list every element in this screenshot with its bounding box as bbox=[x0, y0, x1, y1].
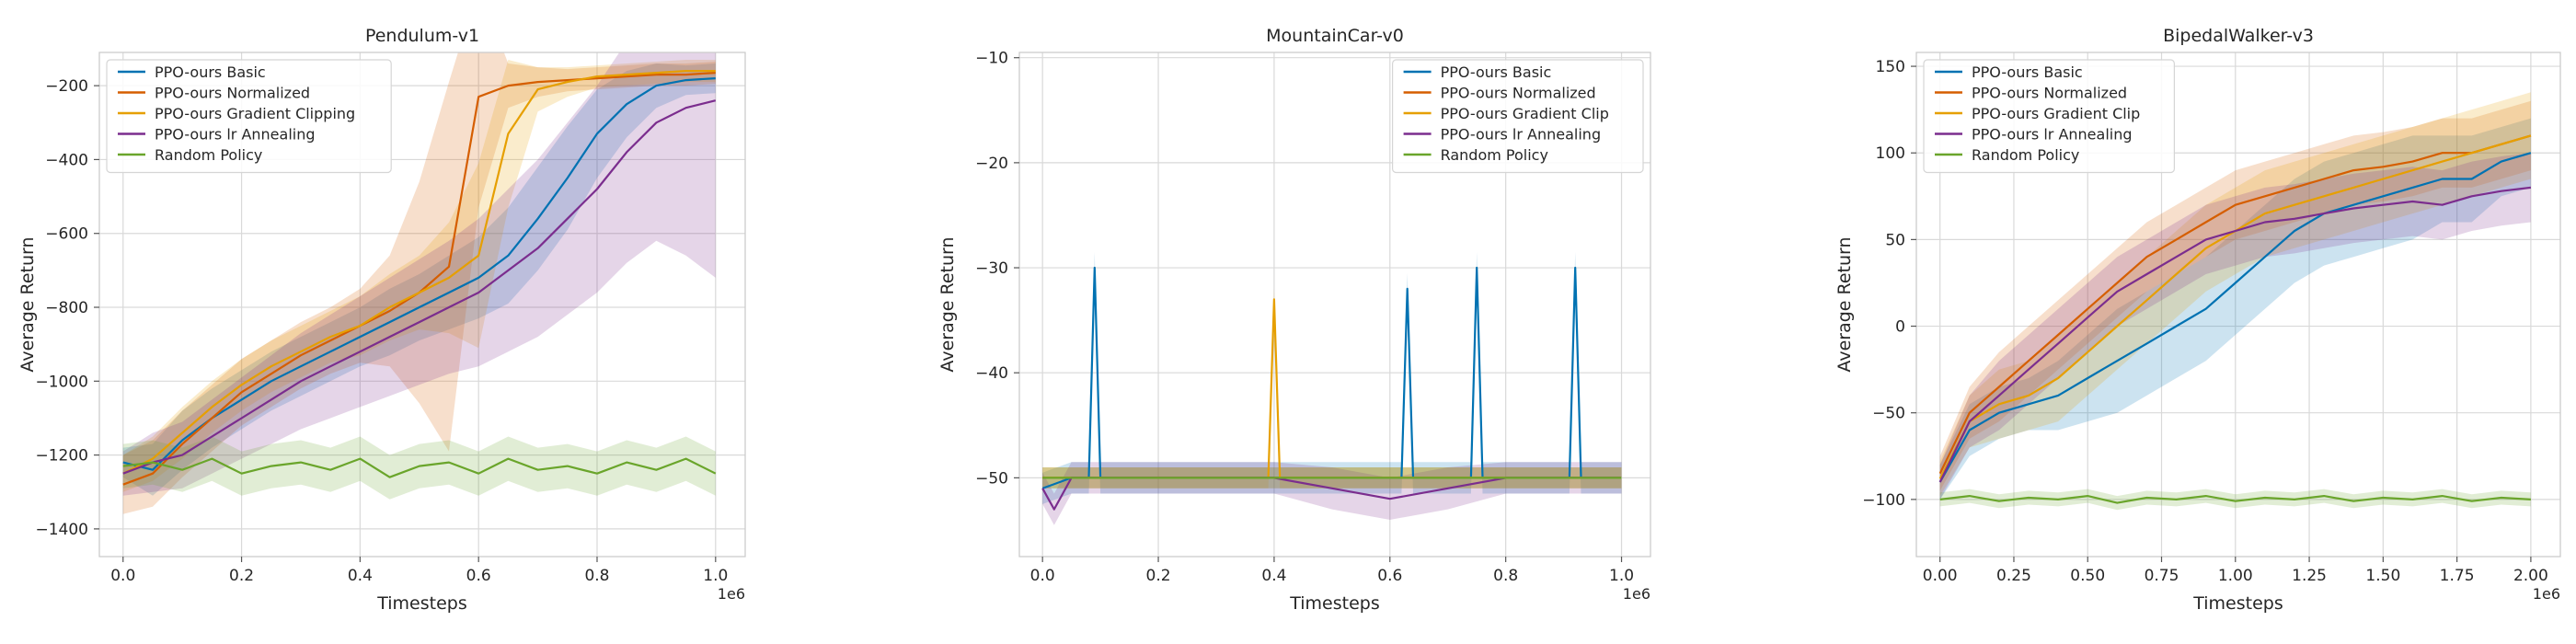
series-band-2 bbox=[1939, 100, 2531, 491]
series-line-3 bbox=[122, 69, 716, 475]
x-tick-label: 1.0 bbox=[703, 567, 728, 585]
legend-entry: Random Policy bbox=[1972, 146, 2079, 164]
y-tick-label: −40 bbox=[975, 364, 1008, 383]
series-band-5 bbox=[122, 436, 716, 500]
series-band-3 bbox=[122, 60, 716, 492]
legend-entry: PPO-ours Gradient Clipping bbox=[155, 105, 355, 122]
y-tick-label: −1200 bbox=[35, 447, 88, 466]
x-tick-label: 0.0 bbox=[1030, 567, 1055, 585]
series-band-1 bbox=[122, 63, 716, 496]
x-tick-label: 1.25 bbox=[2292, 567, 2327, 585]
series-line-2 bbox=[1938, 134, 2532, 475]
plot-frame bbox=[98, 52, 746, 558]
y-tick-label: −1000 bbox=[35, 373, 88, 391]
y-tick-label: −1400 bbox=[35, 521, 88, 539]
series-line-1 bbox=[122, 77, 716, 471]
x-offset-label: 1e6 bbox=[2533, 585, 2560, 603]
y-axis-label: Average Return bbox=[17, 236, 38, 372]
plot-frame bbox=[1915, 52, 2561, 558]
x-tick-label: 0.00 bbox=[1923, 567, 1958, 585]
x-tick-label: 1.00 bbox=[2218, 567, 2253, 585]
y-tick-label: −20 bbox=[975, 155, 1008, 173]
legend: PPO-ours Basic PPO-ours Normalized PPO-our… bbox=[1391, 59, 1644, 174]
y-tick-label: −10 bbox=[975, 50, 1008, 68]
legend-entry: PPO-ours Normalized bbox=[1972, 85, 2127, 102]
x-tick-label: 0.6 bbox=[1377, 567, 1402, 585]
legend: PPO-ours Basic PPO-ours Normalized PPO-our… bbox=[1923, 59, 2175, 174]
x-offset-label: 1e6 bbox=[1623, 585, 1650, 603]
series-band-4 bbox=[122, 52, 716, 496]
x-tick-label: 0.2 bbox=[1146, 567, 1171, 585]
x-tick-label: 0.50 bbox=[2070, 567, 2105, 585]
legend-entry: PPO-ours lr Annealing bbox=[1441, 126, 1602, 144]
x-tick-label: 0.6 bbox=[466, 567, 491, 585]
legend-entry: PPO-ours Basic bbox=[1441, 63, 1552, 81]
series-group bbox=[122, 52, 717, 514]
y-tick-label: −800 bbox=[45, 299, 88, 317]
legend-entry: PPO-ours Normalized bbox=[1441, 85, 1596, 102]
y-tick-label: −100 bbox=[1862, 491, 1905, 510]
series-band-1 bbox=[1939, 118, 2531, 500]
series-group bbox=[1041, 251, 1622, 525]
chart-title: MountainCar-v0 bbox=[1266, 26, 1404, 46]
legend-entry: Random Policy bbox=[1441, 146, 1548, 164]
legend-entry: Random Policy bbox=[155, 146, 262, 164]
legend-entry: PPO-ours Gradient Clip bbox=[1441, 105, 1609, 122]
x-tick-label: 0.8 bbox=[1493, 567, 1518, 585]
y-tick-label: −30 bbox=[975, 259, 1008, 278]
legend-entry: PPO-ours Basic bbox=[1972, 63, 2083, 81]
x-tick-label: 0.0 bbox=[110, 567, 135, 585]
chart-title: Pendulum-v1 bbox=[365, 26, 479, 46]
x-tick-label: 1.0 bbox=[1609, 567, 1634, 585]
chart-panel-1: 0.0 0.2 0.4 0.6 0.8 1.0 −1400 −1200 −1000 −800 −60… bbox=[17, 26, 746, 614]
x-tick-label: 0.4 bbox=[348, 567, 373, 585]
y-tick-label: −50 bbox=[1872, 405, 1905, 423]
x-offset-label: 1e6 bbox=[718, 585, 745, 603]
x-axis-label: Timesteps bbox=[1289, 593, 1380, 614]
x-tick-label: 2.00 bbox=[2513, 567, 2548, 585]
y-tick-label: −50 bbox=[975, 469, 1008, 488]
legend-entry: PPO-ours Normalized bbox=[155, 85, 310, 102]
y-tick-label: −400 bbox=[45, 151, 88, 169]
y-axis-label: Average Return bbox=[937, 236, 958, 372]
legend-box bbox=[106, 59, 392, 174]
x-tick-label: 1.75 bbox=[2440, 567, 2475, 585]
y-tick-label: 100 bbox=[1876, 144, 1905, 163]
plot-frame bbox=[1018, 52, 1651, 558]
x-tick-label: 0.75 bbox=[2145, 567, 2179, 585]
chart-panel-3: 0.00 0.25 0.50 0.75 1.00 1.25 1.50 1.75 2.00 −100… bbox=[1834, 26, 2561, 614]
chart-title: BipedalWalker-v3 bbox=[2163, 26, 2314, 46]
legend-entry: PPO-ours lr Annealing bbox=[155, 126, 316, 144]
series-line-4 bbox=[1938, 186, 2532, 483]
series-band-5 bbox=[1939, 489, 2531, 511]
y-tick-label: −200 bbox=[45, 77, 88, 96]
series-band-4 bbox=[1939, 153, 2531, 500]
x-tick-label: 0.8 bbox=[584, 567, 609, 585]
y-tick-label: 0 bbox=[1895, 318, 1905, 337]
series-line-1 bbox=[1938, 152, 2532, 483]
x-axis-label: Timesteps bbox=[376, 593, 467, 614]
x-axis-label: Timesteps bbox=[2192, 593, 2283, 614]
legend-box bbox=[1391, 59, 1644, 174]
series-line-5 bbox=[122, 457, 717, 478]
x-tick-label: 0.4 bbox=[1261, 567, 1286, 585]
x-tick-label: 0.2 bbox=[229, 567, 254, 585]
series-line-4 bbox=[122, 99, 717, 475]
legend-box bbox=[1923, 59, 2175, 174]
series-band-3 bbox=[1939, 92, 2531, 497]
y-axis-label: Average Return bbox=[1834, 236, 1855, 372]
y-tick-label: −600 bbox=[45, 225, 88, 244]
legend-entry: PPO-ours Basic bbox=[155, 63, 266, 81]
legend-entry: PPO-ours Gradient Clip bbox=[1972, 105, 2140, 122]
x-tick-label: 0.25 bbox=[1996, 567, 2031, 585]
legend-entry: PPO-ours lr Annealing bbox=[1972, 126, 2133, 144]
y-tick-label: 150 bbox=[1876, 58, 1905, 76]
series-line-5 bbox=[1939, 494, 2531, 504]
series-group bbox=[1938, 92, 2532, 511]
x-tick-label: 1.50 bbox=[2365, 567, 2400, 585]
y-tick-label: 50 bbox=[1885, 231, 1905, 249]
chart-panel-2: 0.0 0.2 0.4 0.6 0.8 1.0 −50 −40 −30 −20 −10 1e6 Moun… bbox=[937, 26, 1651, 614]
legend: PPO-ours Basic PPO-ours Normalized PPO-our… bbox=[106, 59, 392, 174]
